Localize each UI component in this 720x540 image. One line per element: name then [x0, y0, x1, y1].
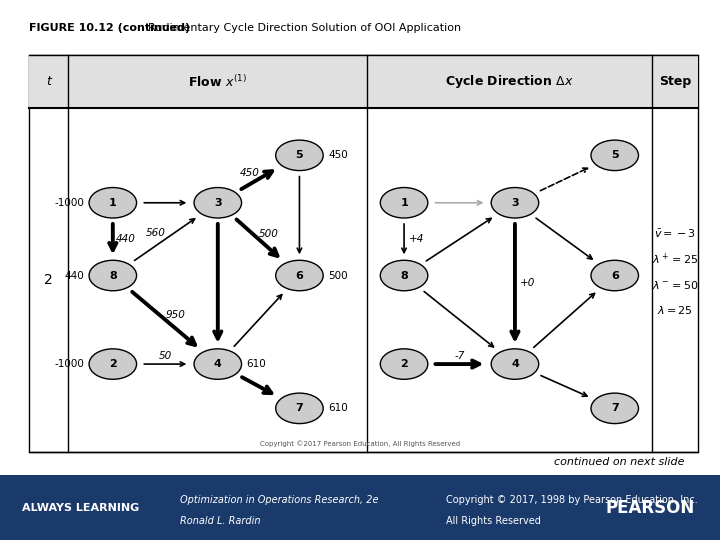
Text: PEARSON: PEARSON: [606, 498, 695, 517]
Text: 450: 450: [240, 168, 260, 178]
Text: All Rights Reserved: All Rights Reserved: [446, 516, 541, 525]
Text: 500: 500: [259, 230, 279, 239]
Text: Step: Step: [659, 75, 691, 88]
Text: 7: 7: [611, 403, 618, 413]
Text: 2: 2: [109, 359, 117, 369]
Text: Flow $x^{(1)}$: Flow $x^{(1)}$: [189, 73, 247, 90]
Text: 4: 4: [214, 359, 222, 369]
Text: Cycle Direction $\Delta x$: Cycle Direction $\Delta x$: [445, 73, 574, 90]
Circle shape: [276, 140, 323, 171]
Text: Copyright © 2017, 1998 by Pearson Education, Inc.: Copyright © 2017, 1998 by Pearson Educat…: [446, 495, 698, 505]
Text: -7: -7: [454, 351, 464, 361]
Circle shape: [380, 349, 428, 379]
Text: 440: 440: [64, 271, 84, 280]
Circle shape: [89, 349, 137, 379]
Text: Optimization in Operations Research, 2e: Optimization in Operations Research, 2e: [180, 495, 379, 505]
Text: 610: 610: [246, 359, 266, 369]
Text: 8: 8: [400, 271, 408, 280]
Bar: [29, 55, 698, 452]
Text: continued on next slide: continued on next slide: [554, 457, 684, 467]
Text: 1: 1: [109, 198, 117, 208]
Circle shape: [380, 260, 428, 291]
Text: 4: 4: [511, 359, 519, 369]
Text: 5: 5: [611, 150, 618, 160]
Text: 50: 50: [158, 351, 172, 361]
Circle shape: [491, 349, 539, 379]
Text: 450: 450: [328, 150, 348, 160]
Text: +4: +4: [410, 234, 425, 244]
Text: 7: 7: [296, 403, 303, 413]
Circle shape: [591, 140, 639, 171]
Bar: [29, 55, 698, 108]
Text: $\lambda=25$: $\lambda=25$: [657, 304, 693, 316]
Circle shape: [89, 260, 137, 291]
Text: +0: +0: [521, 279, 536, 288]
Text: 440: 440: [116, 234, 136, 244]
Circle shape: [194, 187, 241, 218]
Circle shape: [276, 393, 323, 423]
Text: t: t: [46, 75, 51, 88]
Text: Rudimentary Cycle Direction Solution of OOI Application: Rudimentary Cycle Direction Solution of …: [148, 23, 461, 33]
Text: 610: 610: [328, 403, 348, 413]
Text: -1000: -1000: [54, 198, 84, 208]
Text: 1: 1: [400, 198, 408, 208]
Circle shape: [491, 187, 539, 218]
Text: $\lambda^-=50$: $\lambda^-=50$: [652, 279, 698, 291]
Text: 2: 2: [44, 273, 53, 287]
Text: FIGURE 10.12 (continued): FIGURE 10.12 (continued): [29, 23, 190, 33]
Text: 3: 3: [214, 198, 222, 208]
Text: 6: 6: [295, 271, 303, 280]
Text: 3: 3: [511, 198, 518, 208]
Text: 6: 6: [611, 271, 618, 280]
Circle shape: [89, 187, 137, 218]
Text: $\bar{v}=-3$: $\bar{v}=-3$: [654, 228, 696, 240]
Circle shape: [380, 187, 428, 218]
Text: 8: 8: [109, 271, 117, 280]
Text: $\lambda^+=25$: $\lambda^+=25$: [652, 252, 698, 267]
Circle shape: [591, 393, 639, 423]
Circle shape: [276, 260, 323, 291]
Text: 500: 500: [328, 271, 348, 280]
Text: 950: 950: [166, 310, 186, 320]
Text: 5: 5: [296, 150, 303, 160]
Text: 2: 2: [400, 359, 408, 369]
Circle shape: [194, 349, 241, 379]
Circle shape: [591, 260, 639, 291]
Text: -1000: -1000: [54, 359, 84, 369]
Text: Ronald L. Rardin: Ronald L. Rardin: [180, 516, 261, 525]
Text: 560: 560: [146, 228, 166, 239]
Text: Copyright ©2017 Pearson Education, All Rights Reserved: Copyright ©2017 Pearson Education, All R…: [260, 441, 460, 447]
Text: ALWAYS LEARNING: ALWAYS LEARNING: [22, 503, 139, 512]
